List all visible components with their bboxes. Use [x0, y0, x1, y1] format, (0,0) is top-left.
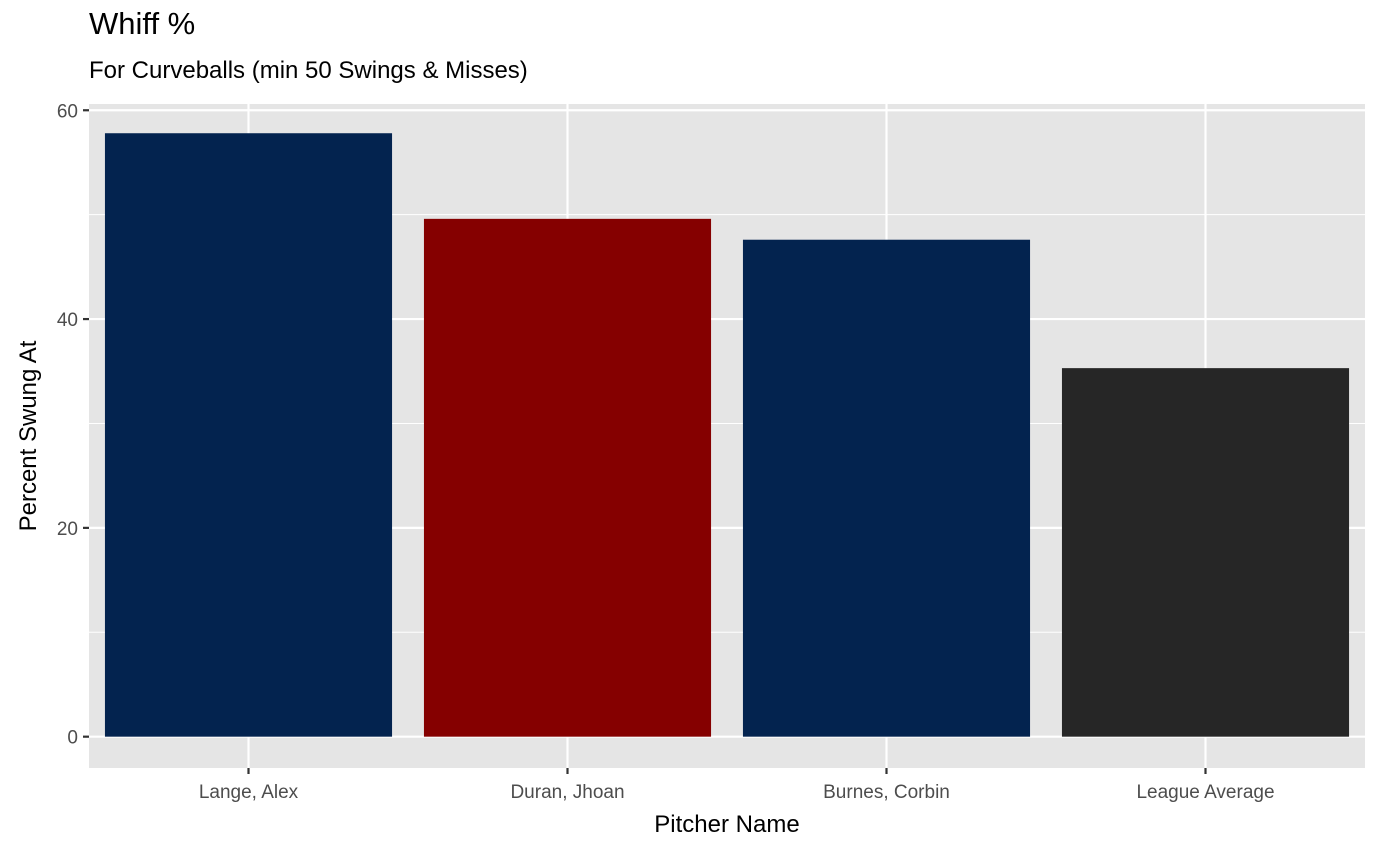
chart-title: Whiff % — [89, 6, 196, 41]
y-tick-label: 40 — [57, 310, 78, 331]
bar-league-average — [1061, 368, 1350, 737]
x-tick-label: League Average — [1136, 782, 1274, 803]
bar-burnes-corbin — [742, 239, 1031, 737]
x-axis: Lange, Alex Duran, Jhoan Burnes, Corbin Lea… — [199, 768, 1275, 803]
chart-subtitle: For Curveballs (min 50 Swings & Misses) — [89, 57, 528, 84]
x-tick-label: Duran, Jhoan — [510, 782, 624, 803]
y-axis: 0 20 40 60 — [57, 101, 89, 749]
x-tick-label: Lange, Alex — [199, 782, 299, 803]
y-tick-label: 0 — [67, 728, 78, 749]
x-tick-label: Burnes, Corbin — [823, 782, 950, 803]
y-tick-label: 20 — [57, 519, 78, 540]
bar-lange-alex — [104, 133, 393, 737]
bar-duran-jhoan — [423, 218, 712, 737]
bars — [104, 133, 1350, 737]
y-tick-label: 60 — [57, 101, 78, 122]
x-axis-title: Pitcher Name — [654, 811, 799, 838]
y-axis-title: Percent Swung At — [15, 340, 42, 531]
